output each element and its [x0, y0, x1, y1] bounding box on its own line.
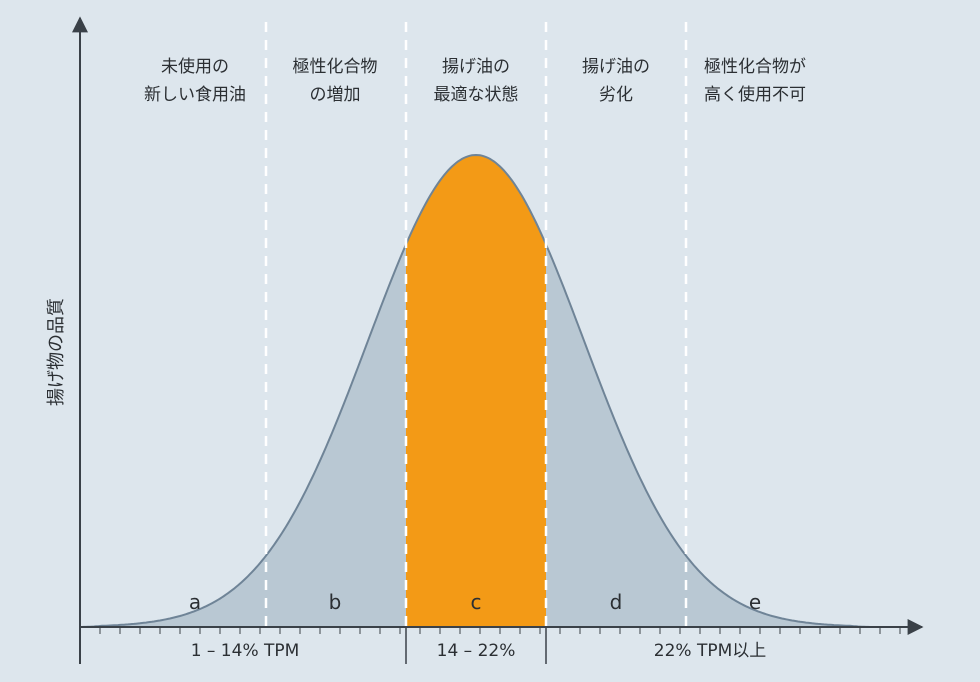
zone-a-title-line1: 未使用の: [161, 56, 229, 77]
tpm-range-labels: 1 – 14% TPM 14 – 22% 22% TPM以上: [191, 641, 767, 661]
quality-curve-line: [81, 153, 871, 628]
zone-e-letter: e: [749, 590, 761, 614]
y-axis-label: 揚げ物の品質: [46, 298, 67, 406]
zone-e-title-line1: 極性化合物が: [704, 57, 806, 77]
zone-c-letter: c: [471, 590, 482, 614]
range-label-optimal: 14 – 22%: [437, 641, 516, 661]
zone-c-title-line1: 揚げ油の: [442, 57, 510, 77]
zone-b-title-line1: 極性化合物: [293, 57, 378, 77]
zone-b-letter: b: [329, 590, 342, 614]
range-label-high: 22% TPM以上: [654, 641, 767, 661]
zone-d-letter: d: [610, 590, 623, 614]
zone-b-title-line2: の増加: [310, 85, 361, 105]
zone-d-title-line1: 揚げ油の: [582, 57, 650, 77]
range-label-low: 1 – 14% TPM: [191, 641, 300, 661]
zone-a-title-line2: 新しい食用油: [144, 85, 246, 105]
zone-a-letter: a: [189, 590, 201, 614]
zone-titles: 未使用の 新しい食用油 極性化合物 の増加 揚げ油の 最適な状態 揚げ油の 劣化…: [144, 56, 806, 105]
zone-e-title-line2: 高く使用不可: [704, 84, 806, 105]
zone-d-title-line2: 劣化: [599, 85, 633, 105]
zone-c-title-line2: 最適な状態: [434, 85, 519, 105]
optimal-zone-area: [406, 155, 546, 627]
zone-letters: a b c d e: [189, 590, 761, 614]
range-separators: [405, 627, 547, 664]
x-axis-ticks: [99, 627, 901, 634]
zone-dividers: [264, 22, 688, 627]
